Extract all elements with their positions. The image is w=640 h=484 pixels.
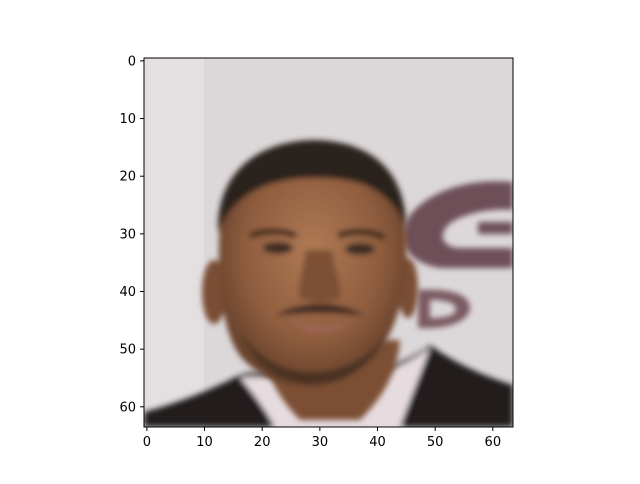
x-tick-label: 60 xyxy=(485,435,502,450)
x-tick-label: 0 xyxy=(143,435,151,450)
x-tick-label: 30 xyxy=(312,435,329,450)
x-tick-label: 50 xyxy=(427,435,444,450)
photo xyxy=(144,58,513,427)
y-tick-label: 30 xyxy=(119,227,136,242)
y-tick-label: 0 xyxy=(128,54,136,69)
y-tick-label: 50 xyxy=(119,343,136,358)
photo-backdrop-left xyxy=(144,58,204,427)
head xyxy=(202,140,418,386)
y-axis: 0 10 20 30 40 50 60 xyxy=(119,54,144,415)
axes-frame xyxy=(143,57,514,428)
x-tick-label: 10 xyxy=(196,435,213,450)
x-tick-label: 20 xyxy=(254,435,271,450)
x-tick-label: 40 xyxy=(369,435,386,450)
x-axis: 0 10 20 30 40 50 60 xyxy=(143,427,501,450)
backdrop-logo xyxy=(403,181,513,329)
y-tick-label: 60 xyxy=(119,400,136,415)
y-tick-label: 20 xyxy=(119,170,136,185)
y-tick-label: 40 xyxy=(119,285,136,300)
y-tick-label: 10 xyxy=(119,112,136,127)
